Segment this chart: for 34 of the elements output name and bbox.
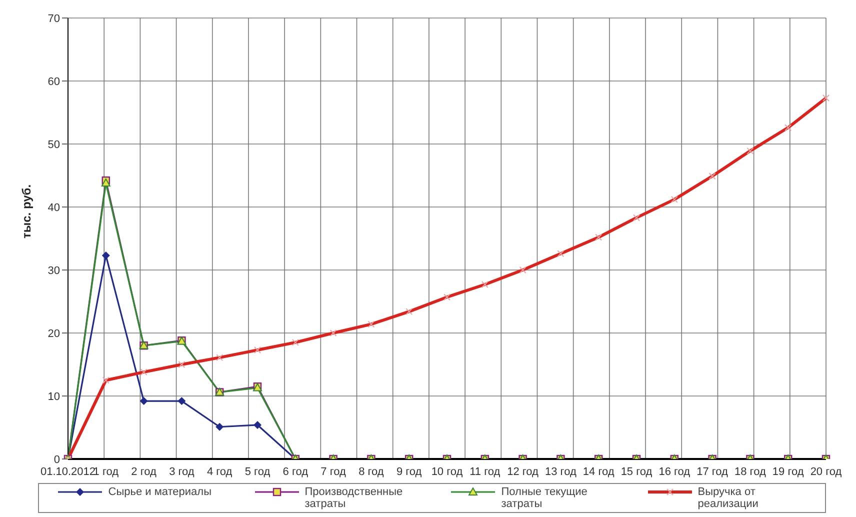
y-tick-label: 0 — [54, 454, 60, 466]
x-tick-label: 12 год — [507, 466, 540, 478]
x-tick-label: 01.10.2012 — [40, 466, 96, 478]
y-tick-label: 70 — [48, 12, 60, 25]
x-tick-label: 5 год — [244, 466, 271, 478]
x-tick-label: 17 год — [696, 466, 729, 478]
y-tick-label: 20 — [48, 328, 60, 340]
legend-label: Выручка от реализации — [698, 486, 760, 510]
y-tick-label: 10 — [48, 390, 60, 403]
y-tick-label: 60 — [48, 76, 60, 88]
x-tick-label: 4 год — [206, 466, 233, 478]
x-tick-label: 15 год — [620, 466, 653, 478]
x-tick-label: 20 год — [810, 466, 842, 478]
legend-label: Сырье и материалы — [108, 486, 212, 498]
y-axis-title: тыс. руб. — [19, 184, 34, 238]
y-tick-label: 40 — [48, 202, 60, 214]
x-tick-label: 7 год — [320, 466, 346, 478]
legend-label: Производственные затраты — [304, 486, 404, 510]
x-tick-label: 1 год — [93, 466, 120, 478]
x-tick-label: 2 год — [131, 466, 157, 478]
x-tick-label: 11 год — [470, 466, 501, 478]
y-tick-label: 30 — [48, 264, 60, 277]
x-tick-label: 19 год — [772, 466, 804, 478]
x-tick-label: 9 год — [396, 466, 422, 478]
legend-label: Полные текущие затраты — [501, 486, 588, 510]
x-tick-label: 8 год — [358, 466, 384, 478]
x-tick-label: 3 год — [169, 466, 195, 478]
x-tick-label: 13 год — [545, 466, 577, 478]
x-tick-label: 16 год — [658, 466, 691, 478]
x-tick-label: 14 год — [582, 466, 615, 478]
x-tick-label: 6 год — [282, 466, 309, 478]
y-tick-label: 50 — [48, 138, 60, 151]
x-tick-label: 18 год — [734, 466, 766, 478]
x-tick-label: 10 год — [431, 466, 464, 478]
